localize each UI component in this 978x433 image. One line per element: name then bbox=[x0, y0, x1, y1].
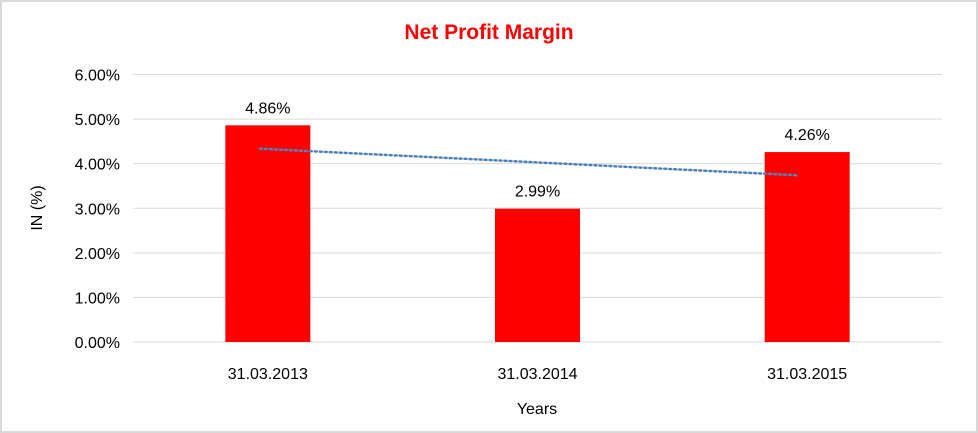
y-tick-label: 0.00% bbox=[75, 335, 120, 352]
x-tick-label: 31.03.2013 bbox=[228, 366, 308, 383]
bar-31.03.2013 bbox=[225, 125, 311, 342]
bar-31.03.2014 bbox=[495, 208, 580, 342]
y-tick-label: 4.00% bbox=[75, 157, 120, 174]
x-axis-label: Years bbox=[517, 401, 557, 418]
data-label: 2.99% bbox=[515, 184, 560, 201]
y-tick-label: 3.00% bbox=[75, 201, 120, 218]
x-tick-label: 31.03.2015 bbox=[767, 366, 847, 383]
y-tick-label: 6.00% bbox=[75, 68, 120, 85]
y-axis-label: IN (%) bbox=[29, 185, 46, 230]
data-label: 4.26% bbox=[784, 127, 829, 144]
x-tick-label: 31.03.2014 bbox=[497, 366, 577, 383]
chart-title: Net Profit Margin bbox=[404, 21, 573, 44]
y-tick-label: 5.00% bbox=[75, 112, 120, 129]
trendline bbox=[258, 147, 801, 177]
y-tick-label: 1.00% bbox=[75, 290, 120, 307]
data-label: 4.86% bbox=[245, 100, 290, 117]
bar-31.03.2015 bbox=[764, 152, 850, 342]
y-tick-label: 2.00% bbox=[75, 246, 120, 263]
